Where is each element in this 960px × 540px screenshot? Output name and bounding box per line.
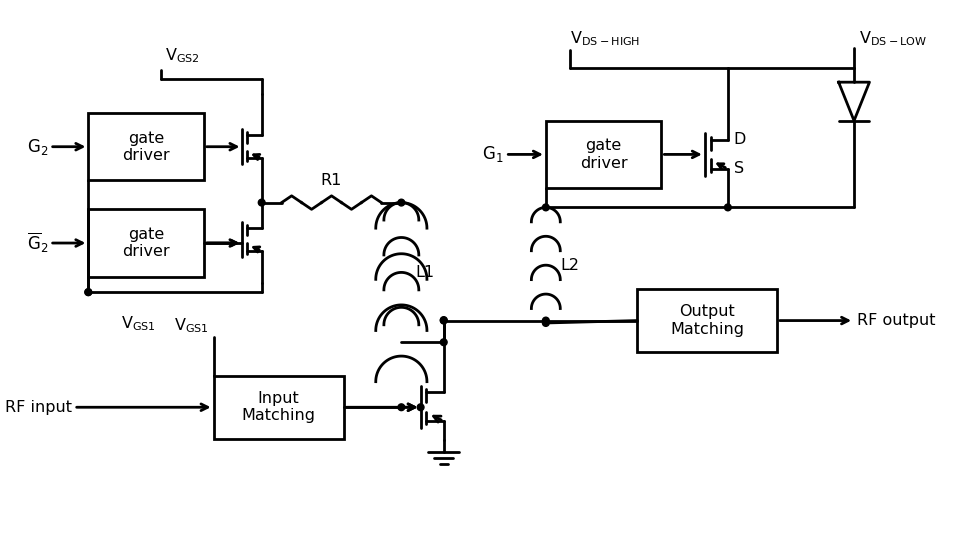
Text: gate: gate [586,138,622,153]
Text: D: D [733,132,746,147]
Text: V$_{\rm DS-HIGH}$: V$_{\rm DS-HIGH}$ [570,30,640,49]
Text: V$_{\rm GS1}$: V$_{\rm GS1}$ [121,314,156,333]
Bar [637,289,777,352]
Text: gate: gate [128,131,164,146]
Circle shape [258,199,265,206]
Text: R1: R1 [321,173,342,188]
Text: G$_2$: G$_2$ [27,137,48,157]
Text: V$_{\rm DS-LOW}$: V$_{\rm DS-LOW}$ [859,30,927,49]
Circle shape [398,404,405,410]
Bar [88,210,204,276]
Text: RF input: RF input [5,400,72,415]
Circle shape [441,317,447,323]
Circle shape [441,339,447,346]
Text: Input: Input [257,391,300,406]
Circle shape [725,204,732,211]
Text: V$_{\rm GS2}$: V$_{\rm GS2}$ [165,46,201,65]
Circle shape [84,289,92,295]
Text: L1: L1 [416,265,435,280]
Text: Output: Output [680,305,735,319]
Text: $\overline{\rm G}_2$: $\overline{\rm G}_2$ [27,231,48,255]
Text: Matching: Matching [670,322,744,337]
Text: driver: driver [122,148,170,163]
Circle shape [542,320,549,326]
Circle shape [542,317,549,324]
Text: S: S [733,161,744,177]
Bar [88,113,204,180]
Text: L2: L2 [561,258,579,273]
Bar [546,121,661,188]
Circle shape [542,204,549,211]
Text: G$_1$: G$_1$ [482,144,503,164]
Text: driver: driver [580,156,628,171]
Text: driver: driver [122,244,170,259]
Bar [213,376,344,438]
Circle shape [418,404,424,410]
Text: Matching: Matching [242,408,316,423]
Text: gate: gate [128,227,164,242]
Circle shape [84,289,92,295]
Text: V$_{\rm GS1}$: V$_{\rm GS1}$ [174,317,208,335]
Circle shape [398,199,405,206]
Text: RF output: RF output [857,313,935,328]
Circle shape [441,317,447,324]
